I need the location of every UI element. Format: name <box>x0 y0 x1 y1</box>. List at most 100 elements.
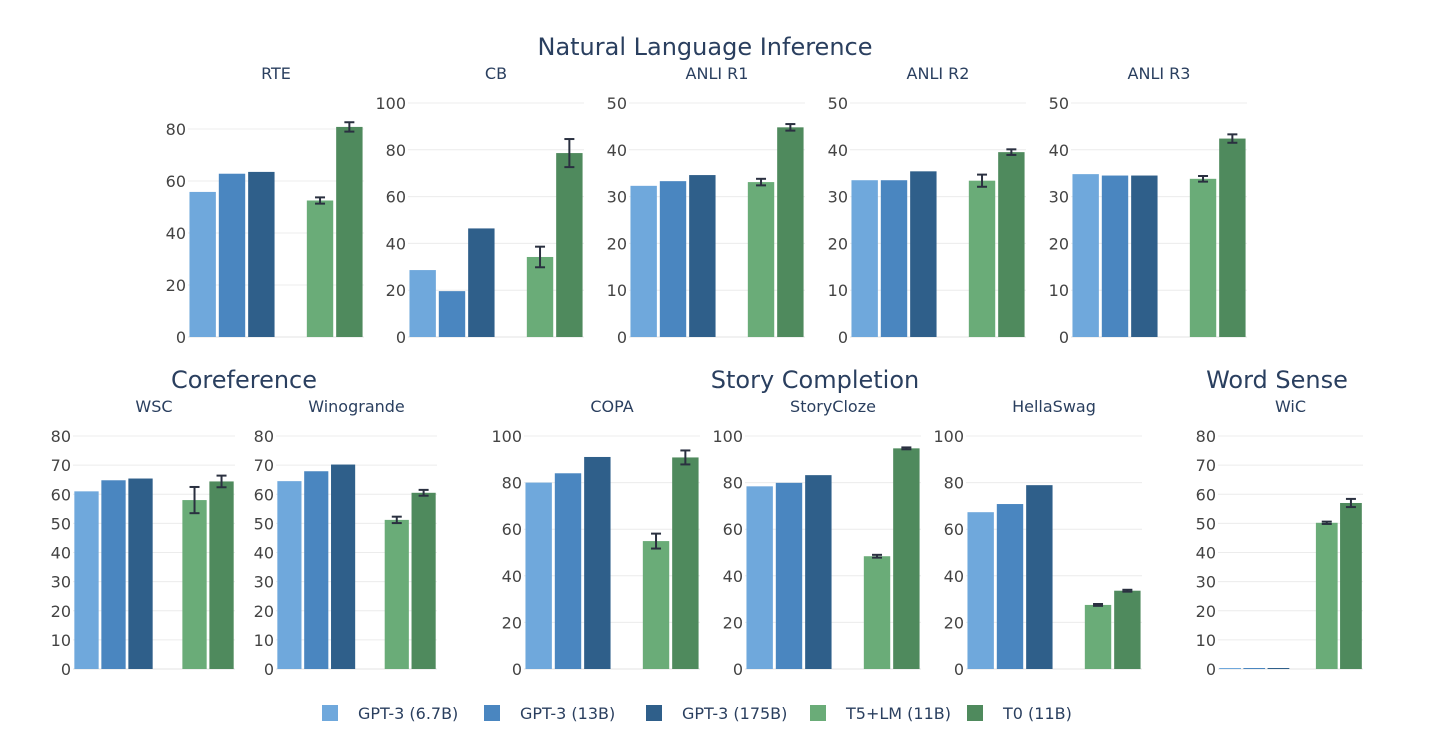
y-tick-anli-r1-20: 20 <box>607 234 627 253</box>
y-tick-wsc-0: 0 <box>61 660 71 679</box>
legend-label-gpt-3-175b: GPT-3 (175B) <box>682 704 787 723</box>
bar-anli-r3-t5-lm-11b <box>1189 178 1217 337</box>
y-tick-wsc-70: 70 <box>51 456 71 475</box>
y-tick-anli-r3-40: 40 <box>1049 141 1069 160</box>
group-titles: Natural Language Inference Coreference Sto… <box>171 33 1348 394</box>
y-tick-anli-r3-10: 10 <box>1049 281 1069 300</box>
bar-rte-gpt-3-13b <box>218 173 246 337</box>
bar-rte-t0-11b <box>336 126 363 337</box>
panel-winogrande: Winogrande 0 10 20 30 40 50 60 70 80 <box>254 397 437 679</box>
y-tick-anli-r1-30: 30 <box>607 188 627 207</box>
y-tick-anli-r2-20: 20 <box>828 234 848 253</box>
bar-anli-r2-gpt-3-6-7b <box>851 180 878 337</box>
y-tick-copa-20: 20 <box>502 613 522 632</box>
y-tick-wsc-40: 40 <box>51 544 71 563</box>
legend-label-t5-lm-11b: T5+LM (11B) <box>845 704 951 723</box>
y-tick-storycloze-60: 60 <box>723 520 743 539</box>
legend-item-gpt-3-6-7b: GPT-3 (6.7B) <box>322 704 458 723</box>
bar-anli-r1-gpt-3-175b <box>689 175 716 337</box>
panel-anli-r1: ANLI R1 0 10 20 30 40 50 <box>607 64 805 347</box>
bar-storycloze-gpt-3-13b <box>775 482 803 669</box>
bar-anli-r1-gpt-3-13b <box>659 181 687 337</box>
bar-anli-r2-t5-lm-11b <box>968 180 996 337</box>
y-tick-storycloze-0: 0 <box>733 660 743 679</box>
y-tick-winogrande-30: 30 <box>254 573 274 592</box>
y-tick-rte-20: 20 <box>166 276 186 295</box>
panel-anli-r2: ANLI R2 0 10 20 30 40 50 <box>828 64 1026 347</box>
bar-hellaswag-t0-11b <box>1114 590 1141 669</box>
y-tick-anli-r3-20: 20 <box>1049 234 1069 253</box>
y-tick-wsc-30: 30 <box>51 573 71 592</box>
y-tick-winogrande-70: 70 <box>254 456 274 475</box>
bar-winogrande-gpt-3-175b <box>331 464 356 669</box>
legend-swatch-t0-11b <box>967 705 983 721</box>
panel-title-anli-r3: ANLI R3 <box>1128 64 1191 83</box>
bar-winogrande-t0-11b <box>411 492 436 669</box>
panel-title-storycloze: StoryCloze <box>790 397 876 416</box>
bar-wic-t0-11b <box>1340 502 1362 669</box>
bar-anli-r3-gpt-3-13b <box>1101 175 1129 337</box>
bar-wic-gpt-3-13b <box>1243 668 1266 669</box>
bar-cb-gpt-3-13b <box>438 291 466 337</box>
y-tick-hellaswag-60: 60 <box>944 520 964 539</box>
panel-wic: WiC 0 10 20 30 40 50 60 70 80 <box>1196 397 1363 679</box>
panel-title-rte: RTE <box>261 64 291 83</box>
bar-hellaswag-t5-lm-11b <box>1084 604 1112 669</box>
y-tick-anli-r3-0: 0 <box>1059 328 1069 347</box>
y-tick-wsc-50: 50 <box>51 514 71 533</box>
y-tick-storycloze-100: 100 <box>712 427 743 446</box>
bar-wsc-gpt-3-13b <box>101 480 126 669</box>
bar-copa-t0-11b <box>672 457 699 669</box>
panel-rte: RTE 0 20 40 60 80 <box>166 64 364 347</box>
bar-anli-r2-gpt-3-175b <box>910 171 937 337</box>
panel-title-hellaswag: HellaSwag <box>1012 397 1096 416</box>
y-tick-copa-40: 40 <box>502 567 522 586</box>
y-tick-anli-r2-30: 30 <box>828 188 848 207</box>
y-tick-wic-20: 20 <box>1196 602 1216 621</box>
bar-storycloze-t0-11b <box>893 448 920 669</box>
y-tick-wsc-60: 60 <box>51 485 71 504</box>
legend-swatch-gpt-3-13b <box>484 705 500 721</box>
bar-anli-r1-gpt-3-6-7b <box>630 185 657 337</box>
group-title-story-completion: Story Completion <box>711 366 920 394</box>
bar-anli-r2-gpt-3-13b <box>880 180 908 337</box>
bar-storycloze-t5-lm-11b <box>863 556 891 669</box>
bar-cb-t0-11b <box>556 153 583 337</box>
y-tick-cb-0: 0 <box>396 328 406 347</box>
legend-item-t0-11b: T0 (11B) <box>967 704 1072 723</box>
bar-hellaswag-gpt-3-13b <box>996 504 1024 669</box>
y-tick-wic-50: 50 <box>1196 514 1216 533</box>
legend-swatch-gpt-3-175b <box>646 705 662 721</box>
y-tick-anli-r2-10: 10 <box>828 281 848 300</box>
y-tick-wic-10: 10 <box>1196 631 1216 650</box>
y-tick-hellaswag-40: 40 <box>944 567 964 586</box>
bar-rte-gpt-3-175b <box>248 171 275 337</box>
bar-wsc-t0-11b <box>209 481 234 669</box>
y-tick-anli-r1-40: 40 <box>607 141 627 160</box>
y-tick-rte-0: 0 <box>176 328 186 347</box>
group-title-coreference: Coreference <box>171 366 317 394</box>
y-tick-storycloze-20: 20 <box>723 613 743 632</box>
y-tick-anli-r1-0: 0 <box>617 328 627 347</box>
legend-label-gpt-3-13b: GPT-3 (13B) <box>520 704 615 723</box>
y-tick-rte-60: 60 <box>166 172 186 191</box>
y-tick-wic-30: 30 <box>1196 573 1216 592</box>
panel-title-wsc: WSC <box>135 397 172 416</box>
y-tick-winogrande-10: 10 <box>254 631 274 650</box>
bar-storycloze-gpt-3-175b <box>805 475 832 669</box>
group-title-word-sense: Word Sense <box>1206 366 1348 394</box>
panel-copa: COPA 0 20 40 60 80 100 <box>491 397 700 679</box>
y-tick-storycloze-40: 40 <box>723 567 743 586</box>
bar-anli-r3-t0-11b <box>1219 138 1246 337</box>
legend-item-t5-lm-11b: T5+LM (11B) <box>810 704 951 723</box>
bar-anli-r2-t0-11b <box>998 152 1025 337</box>
bar-hellaswag-gpt-3-175b <box>1026 485 1053 669</box>
group-title-natural-language-inference: Natural Language Inference <box>537 33 872 61</box>
bar-hellaswag-gpt-3-6-7b <box>967 512 994 669</box>
y-tick-anli-r2-50: 50 <box>828 94 848 113</box>
panel-wsc: WSC 0 10 20 30 40 50 60 70 80 <box>51 397 235 679</box>
y-tick-winogrande-20: 20 <box>254 602 274 621</box>
y-tick-winogrande-50: 50 <box>254 514 274 533</box>
panel-title-cb: CB <box>485 64 507 83</box>
panel-title-wic: WiC <box>1275 397 1306 416</box>
